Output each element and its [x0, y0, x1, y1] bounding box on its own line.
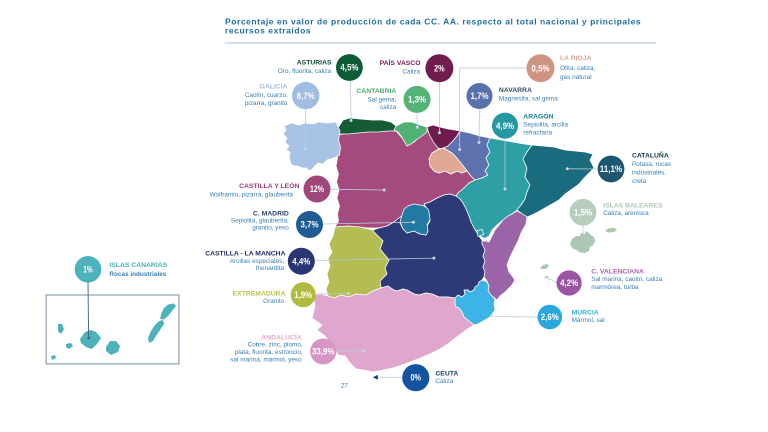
svg-text:ARAGÓN: ARAGÓN: [523, 111, 553, 120]
svg-text:1%: 1%: [83, 265, 93, 276]
svg-text:2,6%: 2,6%: [541, 312, 559, 323]
svg-text:Ofita, caliza,: Ofita, caliza,: [560, 65, 595, 72]
svg-text:caliza: caliza: [380, 104, 397, 111]
svg-text:ISLAS BALEARES: ISLAS BALEARES: [603, 203, 663, 210]
svg-text:11,1%: 11,1%: [600, 164, 623, 175]
svg-text:C. MADRID: C. MADRID: [253, 210, 289, 217]
svg-text:4,9%: 4,9%: [496, 121, 514, 132]
svg-text:EXTREMADURA: EXTREMADURA: [233, 291, 286, 298]
svg-text:Sepiolita, arcilla: Sepiolita, arcilla: [523, 121, 568, 128]
svg-text:NAVARRA: NAVARRA: [499, 87, 532, 94]
svg-text:marmórea, turba: marmórea, turba: [591, 284, 639, 291]
svg-text:CASTILLA Y LEÓN: CASTILLA Y LEÓN: [239, 181, 299, 190]
svg-text:GALICIA: GALICIA: [260, 84, 288, 91]
svg-text:Sal marina, caolín, caliza: Sal marina, caolín, caliza: [591, 276, 662, 283]
svg-text:0%: 0%: [410, 373, 421, 384]
svg-text:ISLAS CANARIAS: ISLAS CANARIAS: [109, 262, 167, 269]
svg-text:Oro, fluorita, caliza: Oro, fluorita, caliza: [278, 68, 332, 75]
svg-text:2%: 2%: [434, 63, 445, 74]
svg-text:1,5%: 1,5%: [574, 208, 592, 219]
svg-text:4,4%: 4,4%: [292, 256, 310, 267]
svg-text:Caliza: Caliza: [402, 69, 420, 76]
svg-text:CEUTA: CEUTA: [435, 371, 458, 378]
svg-text:4,2%: 4,2%: [560, 278, 578, 289]
svg-text:1,3%: 1,3%: [408, 95, 426, 106]
svg-text:Wolframio, pizarra, glauberita: Wolframio, pizarra, glauberita: [210, 191, 294, 198]
svg-text:4,5%: 4,5%: [340, 63, 358, 74]
svg-text:CATALUÑA: CATALUÑA: [632, 150, 669, 159]
svg-text:1,7%: 1,7%: [471, 91, 489, 102]
svg-text:Caliza: Caliza: [435, 378, 453, 385]
svg-text:Porcentaje en valor de producc: Porcentaje en valor de producción de cad…: [225, 17, 641, 27]
svg-text:Magnesita, sal gema: Magnesita, sal gema: [499, 96, 558, 103]
svg-text:Caolín, cuarzo,: Caolín, cuarzo,: [245, 92, 288, 99]
svg-text:C. VALENCIANA: C. VALENCIANA: [591, 269, 644, 276]
svg-text:27: 27: [341, 382, 349, 389]
svg-text:sal marina, mármol, yeso: sal marina, mármol, yeso: [230, 356, 302, 363]
svg-text:PAÍS VASCO: PAÍS VASCO: [380, 58, 421, 67]
svg-text:plata, fluorita, estroncio,: plata, fluorita, estroncio,: [235, 349, 303, 356]
svg-text:Caliza, arenisca: Caliza, arenisca: [603, 210, 649, 217]
svg-text:12%: 12%: [310, 184, 324, 195]
svg-text:Potasa, rocas: Potasa, rocas: [632, 161, 671, 168]
svg-text:ANDALUCÍA: ANDALUCÍA: [261, 332, 301, 341]
svg-text:0,5%: 0,5%: [532, 63, 550, 74]
svg-text:pizarra, granito: pizarra, granito: [245, 100, 288, 107]
svg-text:Granito: Granito: [263, 298, 284, 305]
svg-text:LA RIOJA: LA RIOJA: [560, 55, 592, 62]
svg-text:CASTILLA - LA MANCHA: CASTILLA - LA MANCHA: [205, 250, 285, 257]
svg-text:refractaria: refractaria: [523, 129, 552, 136]
svg-text:creta: creta: [632, 178, 647, 185]
svg-text:33,9%: 33,9%: [312, 347, 335, 358]
svg-text:Rocas industriales: Rocas industriales: [109, 271, 166, 278]
svg-text:3,7%: 3,7%: [301, 220, 319, 231]
svg-text:Mármol, sal: Mármol, sal: [572, 317, 605, 324]
svg-text:CANTABRIA: CANTABRIA: [356, 88, 396, 95]
svg-text:Sepiolita, glauberita,: Sepiolita, glauberita,: [231, 217, 289, 224]
svg-text:8,7%: 8,7%: [297, 91, 315, 102]
svg-text:Cobre, zinc, plomo,: Cobre, zinc, plomo,: [248, 342, 303, 349]
svg-text:industriales,: industriales,: [632, 170, 666, 177]
svg-text:granito, yeso: granito, yeso: [252, 224, 289, 231]
svg-text:gas natural: gas natural: [560, 74, 592, 81]
svg-text:thenardita: thenardita: [256, 265, 285, 272]
svg-text:ASTURIAS: ASTURIAS: [297, 59, 332, 66]
svg-text:Sal gema,: Sal gema,: [368, 97, 397, 104]
svg-text:MURCIA: MURCIA: [572, 309, 599, 316]
svg-text:Arcillas especiales,: Arcillas especiales,: [230, 258, 285, 265]
svg-text:1,9%: 1,9%: [294, 290, 312, 301]
svg-text:recursos extraídos: recursos extraídos: [225, 26, 311, 36]
